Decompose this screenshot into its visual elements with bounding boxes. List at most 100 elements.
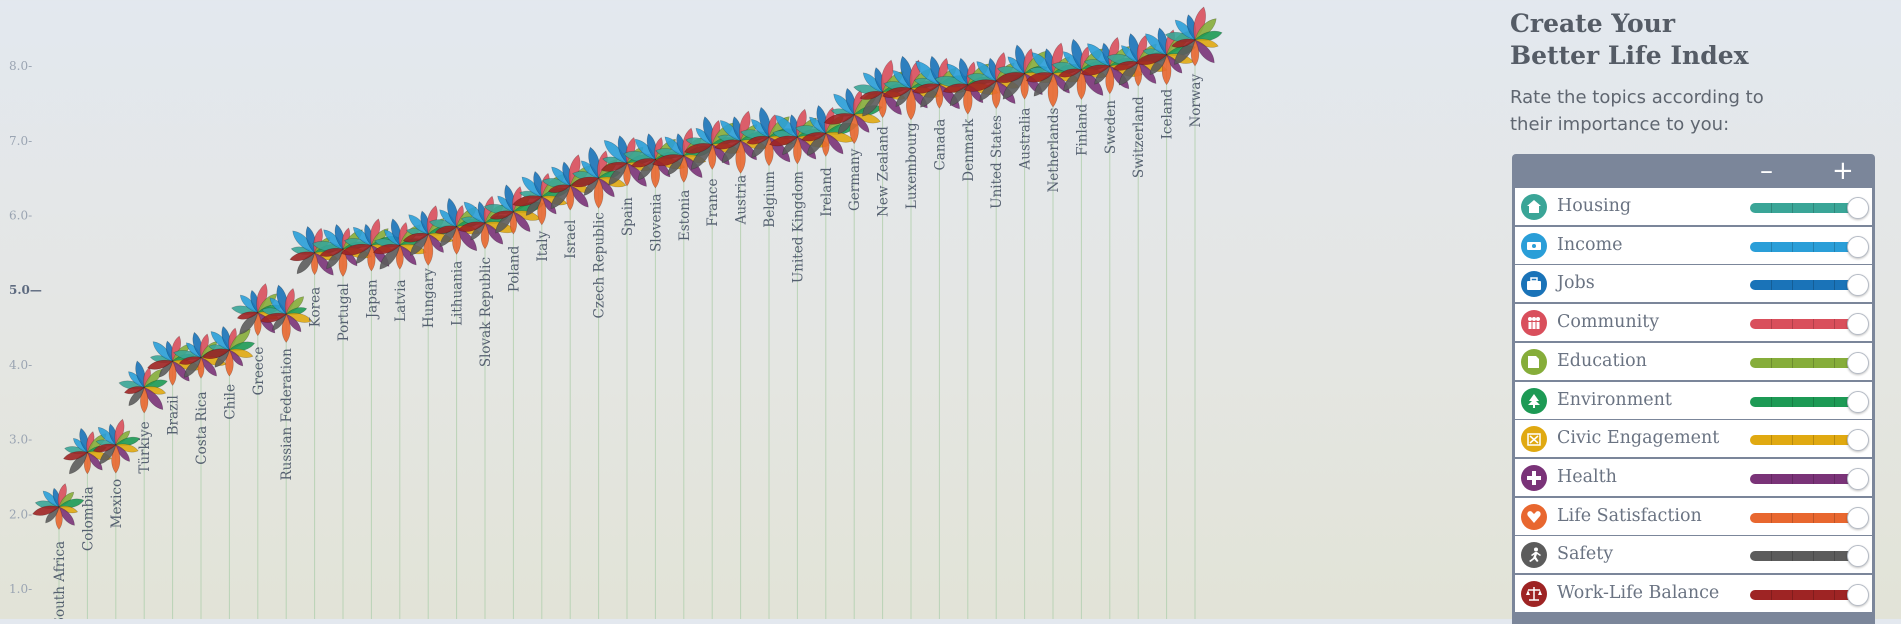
country-flower[interactable] bbox=[457, 195, 516, 250]
country-flower[interactable] bbox=[683, 116, 741, 173]
country-label[interactable]: Chile bbox=[222, 384, 238, 420]
topic-slider-track[interactable] bbox=[1750, 590, 1855, 600]
topic-row-environment[interactable]: Environment bbox=[1515, 381, 1872, 419]
country-label[interactable]: Finland bbox=[1074, 103, 1090, 155]
topic-row-income[interactable]: Income bbox=[1515, 226, 1872, 264]
country-label[interactable]: Latvia bbox=[393, 279, 409, 321]
decrease-all-button[interactable]: – bbox=[1760, 156, 1773, 186]
country-label[interactable]: Norway bbox=[1188, 74, 1204, 128]
topic-slider-track[interactable] bbox=[1750, 473, 1855, 484]
country-label[interactable]: Türkiye bbox=[137, 421, 153, 473]
country-label[interactable]: Mexico bbox=[109, 479, 125, 528]
topic-slider-handle[interactable] bbox=[1847, 197, 1869, 219]
country-label[interactable]: Czech Republic bbox=[592, 212, 608, 318]
topic-slider-handle[interactable] bbox=[1847, 235, 1869, 258]
country-label[interactable]: Netherlands bbox=[1046, 107, 1062, 192]
topic-row-life-satisfaction[interactable]: Life Satisfaction bbox=[1515, 497, 1872, 535]
topic-row-health[interactable]: Health bbox=[1515, 458, 1872, 496]
country-label[interactable]: Austria bbox=[734, 175, 750, 226]
topic-slider-handle[interactable] bbox=[1847, 274, 1869, 297]
topic-slider-track[interactable] bbox=[1750, 319, 1855, 330]
topic-list: – + Housing Income Jobs Community Education E… bbox=[1512, 154, 1875, 624]
y-tick-label: 2.0- bbox=[9, 507, 32, 521]
country-label[interactable]: Hungary bbox=[421, 268, 437, 328]
topic-slider-track[interactable] bbox=[1750, 396, 1855, 407]
country-flower[interactable] bbox=[260, 284, 313, 343]
country-label[interactable]: United States bbox=[989, 115, 1005, 209]
country-label[interactable]: Denmark bbox=[961, 118, 977, 182]
slider-tick bbox=[1771, 473, 1772, 484]
flower-petal bbox=[859, 90, 884, 100]
slider-tick bbox=[1771, 435, 1772, 446]
country-label[interactable]: Iceland bbox=[1160, 88, 1176, 139]
country-flower[interactable] bbox=[32, 483, 85, 530]
country-label[interactable]: Poland bbox=[506, 245, 522, 292]
flower-petal bbox=[684, 143, 713, 154]
country-label[interactable]: France bbox=[705, 179, 721, 227]
country-flower[interactable] bbox=[963, 51, 1028, 109]
topic-slider-handle[interactable] bbox=[1847, 506, 1869, 529]
increase-all-button[interactable]: + bbox=[1832, 156, 1854, 186]
topic-slider-track[interactable] bbox=[1750, 241, 1855, 252]
cross-icon bbox=[1521, 464, 1547, 491]
topic-slider-track[interactable] bbox=[1750, 357, 1855, 368]
country-label[interactable]: Greece bbox=[251, 347, 267, 396]
country-label[interactable]: Slovak Republic bbox=[478, 257, 494, 367]
topic-row-work-life-balance[interactable]: Work-Life Balance bbox=[1515, 575, 1872, 612]
topic-slider-handle[interactable] bbox=[1847, 390, 1869, 413]
country-flower[interactable] bbox=[201, 326, 256, 377]
flower-petal bbox=[1112, 61, 1139, 71]
country-label[interactable]: Lithuania bbox=[450, 261, 466, 326]
topic-slider-handle[interactable] bbox=[1847, 313, 1869, 336]
country-label[interactable]: Colombia bbox=[80, 486, 96, 551]
topic-slider-handle[interactable] bbox=[1847, 351, 1869, 374]
topic-slider-track[interactable] bbox=[1750, 435, 1855, 446]
topic-row-housing[interactable]: Housing bbox=[1515, 188, 1872, 225]
country-label[interactable]: Russian Federation bbox=[279, 348, 295, 481]
country-label[interactable]: Luxembourg bbox=[904, 122, 920, 209]
country-label[interactable]: Germany bbox=[847, 148, 863, 211]
topic-slider-track[interactable] bbox=[1750, 512, 1855, 523]
country-label[interactable]: Australia bbox=[1018, 108, 1034, 171]
slider-tick bbox=[1834, 473, 1835, 484]
country-label[interactable]: Brazil bbox=[166, 395, 182, 435]
topic-slider-track[interactable] bbox=[1750, 280, 1855, 291]
country-label[interactable]: Estonia bbox=[677, 190, 693, 241]
topic-slider-handle[interactable] bbox=[1847, 584, 1869, 606]
topic-label: Community bbox=[1557, 312, 1660, 333]
topic-row-community[interactable]: Community bbox=[1515, 304, 1872, 342]
topic-row-jobs[interactable]: Jobs bbox=[1515, 265, 1872, 303]
country-label[interactable]: Italy bbox=[535, 230, 551, 261]
country-label[interactable]: Canada bbox=[932, 119, 948, 171]
country-label[interactable]: Costa Rica bbox=[194, 391, 210, 464]
country-flower[interactable] bbox=[1164, 6, 1223, 68]
country-label[interactable]: Ireland bbox=[819, 167, 835, 217]
country-label[interactable]: New Zealand bbox=[876, 126, 892, 217]
country-label[interactable]: United Kingdom bbox=[790, 171, 806, 283]
country-label[interactable]: Sweden bbox=[1103, 100, 1119, 154]
country-label[interactable]: Spain bbox=[620, 197, 636, 236]
country-label[interactable]: Japan bbox=[364, 279, 380, 320]
topic-slider-track[interactable] bbox=[1750, 551, 1855, 562]
topic-slider-handle[interactable] bbox=[1847, 545, 1869, 568]
topic-row-safety[interactable]: Safety bbox=[1515, 536, 1872, 574]
country-label[interactable]: Switzerland bbox=[1131, 96, 1147, 178]
country-label[interactable]: Portugal bbox=[336, 283, 352, 341]
slider-tick bbox=[1813, 319, 1814, 330]
topic-slider-handle[interactable] bbox=[1847, 467, 1869, 490]
country-flower[interactable] bbox=[92, 418, 141, 474]
country-label[interactable]: Belgium bbox=[762, 171, 778, 228]
country-label[interactable]: South Africa bbox=[52, 541, 68, 619]
country-label[interactable]: Korea bbox=[308, 287, 324, 327]
topic-row-civic-engagement[interactable]: Civic Engagement bbox=[1515, 420, 1872, 458]
country-label[interactable]: Israel bbox=[563, 220, 579, 259]
title-line-2: Better Life Index bbox=[1510, 41, 1749, 70]
topic-slider-track[interactable] bbox=[1750, 203, 1855, 213]
flower-petal bbox=[600, 161, 628, 172]
topic-row-education[interactable]: Education bbox=[1515, 342, 1872, 380]
country-label[interactable]: Slovenia bbox=[648, 193, 664, 251]
topic-slider-handle[interactable] bbox=[1847, 429, 1869, 452]
slider-tick bbox=[1813, 203, 1814, 213]
title-line-1: Create Your bbox=[1510, 9, 1676, 38]
country-flower[interactable] bbox=[118, 360, 168, 414]
